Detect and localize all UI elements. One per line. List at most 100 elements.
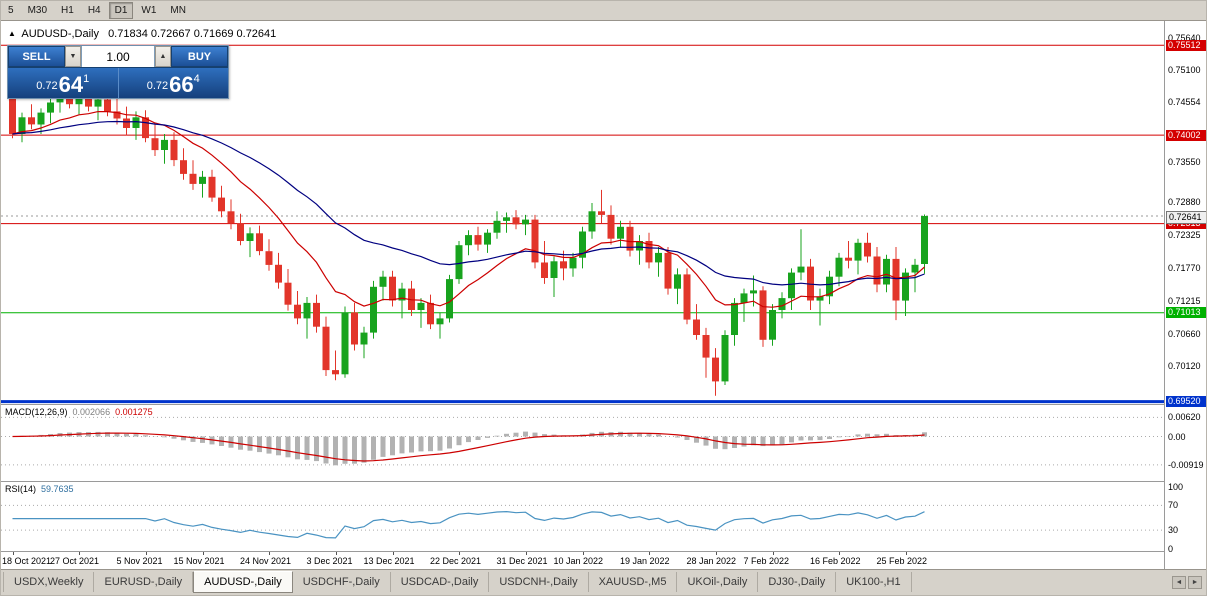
panel-separator[interactable]: [1, 404, 1206, 405]
timeframe-button-h1[interactable]: H1: [55, 2, 80, 19]
rsi-indicator-label: RSI(14) 59.7635: [5, 484, 74, 494]
date-tick-mark: [79, 552, 80, 555]
date-label: 25 Feb 2022: [876, 556, 928, 566]
rsi-name: RSI(14): [5, 484, 37, 494]
chart-tab-audusd-daily[interactable]: AUDUSD-,Daily: [193, 571, 293, 593]
chart-tab-eurusd-daily[interactable]: EURUSD-,Daily: [94, 572, 194, 592]
price-tick: 0.71215: [1168, 295, 1201, 306]
lot-size-input[interactable]: [81, 46, 155, 67]
rsi-indicator-plot[interactable]: [1, 482, 1164, 551]
hline-price-badge: 0.71013: [1166, 307, 1206, 319]
date-label: 31 Dec 2021: [496, 556, 548, 566]
lot-increase-button[interactable]: ▲: [155, 46, 171, 67]
date-label: 18 Oct 2021: [2, 556, 52, 566]
rsi-scale-tick: 100: [1168, 481, 1184, 492]
date-label: 19 Jan 2022: [620, 556, 670, 566]
buy-button[interactable]: BUY: [171, 46, 228, 67]
main-chart-plot[interactable]: [1, 21, 1164, 404]
rsi-scale-tick: 70: [1168, 500, 1179, 511]
lot-decrease-button[interactable]: ▼: [65, 46, 81, 67]
tab-scroll-right-button[interactable]: ►: [1188, 576, 1202, 589]
chart-tab-usdcad-daily[interactable]: USDCAD-,Daily: [391, 572, 490, 592]
price-tick: 0.73550: [1168, 156, 1201, 167]
hline-price-badge: 0.74002: [1166, 129, 1206, 141]
date-axis[interactable]: 18 Oct 2021 27 Oct 2021 5 Nov 2021 15 Nov 2…: [1, 552, 1164, 569]
macd-name: MACD(12,26,9): [5, 407, 68, 417]
price-tick: 0.75640: [1168, 32, 1201, 43]
chart-tab-bar: USDX,Weekly EURUSD-,Daily AUDUSD-,Daily USD…: [1, 569, 1206, 595]
macd-indicator-plot[interactable]: [1, 405, 1164, 481]
date-label: 24 Nov 2021: [240, 556, 292, 566]
date-label: 27 Oct 2021: [50, 556, 100, 566]
chart-ohlc-values: 0.71834 0.72667 0.71669 0.72641: [108, 28, 277, 40]
date-tick-mark: [146, 552, 147, 555]
date-label: 5 Nov 2021: [116, 556, 163, 566]
bid-pipette: 1: [83, 73, 90, 85]
date-tick-mark: [203, 552, 204, 555]
price-divider: [117, 68, 119, 98]
macd-main-value: 0.002066: [72, 407, 111, 417]
macd-scale-tick: 0.00: [1168, 431, 1186, 442]
date-label: 7 Feb 2022: [743, 556, 790, 566]
chart-tab-dj30-daily[interactable]: DJ30-,Daily: [758, 572, 837, 592]
date-tick-mark: [13, 552, 14, 555]
price-tick: 0.75100: [1168, 64, 1201, 75]
bid-prefix: 0.72: [36, 80, 58, 92]
collapse-one-click-icon[interactable]: ▲: [8, 29, 16, 38]
price-tick: 0.74554: [1168, 97, 1201, 108]
sell-button[interactable]: SELL: [8, 46, 65, 67]
price-tick: 0.71770: [1168, 262, 1201, 273]
panel-separator[interactable]: [1, 481, 1206, 482]
rsi-scale-tick: 0: [1168, 543, 1174, 554]
macd-indicator-label: MACD(12,26,9) 0.002066 0.001275: [5, 407, 153, 417]
bid-big-digits: 64: [58, 72, 84, 97]
tab-scroll-left-button[interactable]: ◄: [1172, 576, 1186, 589]
ask-big-digits: 66: [169, 72, 194, 97]
date-tick-mark: [269, 552, 270, 555]
timeframe-button-w1[interactable]: W1: [135, 2, 162, 19]
date-label: 16 Feb 2022: [810, 556, 861, 566]
ask-price-display[interactable]: 0.72 66 4: [119, 68, 229, 98]
price-axis[interactable]: 0.75640 0.75100 0.74554 0.73550 0.72880 0.723…: [1164, 21, 1206, 569]
date-tick-mark: [773, 552, 774, 555]
chart-symbol-label: AUDUSD-,Daily: [21, 28, 99, 40]
date-label: 28 Jan 2022: [686, 556, 737, 566]
rsi-value: 59.7635: [41, 484, 74, 494]
chart-tab-usdx-weekly[interactable]: USDX,Weekly: [3, 572, 95, 592]
ask-prefix: 0.72: [146, 80, 169, 92]
chart-tab-strip: USDX,Weekly EURUSD-,Daily AUDUSD-,Daily USD…: [1, 570, 1168, 593]
date-label: 10 Jan 2022: [553, 556, 604, 566]
chart-tab-xauusd-m5[interactable]: XAUUSD-,M5: [589, 572, 678, 592]
chart-tab-usdcnh-daily[interactable]: USDCNH-,Daily: [489, 572, 589, 592]
ask-pipette: 4: [193, 73, 200, 85]
date-tick-mark: [583, 552, 584, 555]
chart-window: 0.75640 0.75100 0.74554 0.73550 0.72880 0.723…: [1, 21, 1206, 569]
date-tick-mark: [839, 552, 840, 555]
rsi-scale-tick: 30: [1168, 525, 1179, 536]
current-price-badge: 0.72641: [1166, 210, 1206, 224]
timeframe-button-h4[interactable]: H4: [82, 2, 107, 19]
chart-title: ▲ AUDUSD-,Daily 0.71834 0.72667 0.71669 …: [8, 28, 276, 40]
timeframe-button-5[interactable]: 5: [2, 2, 20, 19]
date-tick-mark: [336, 552, 337, 555]
date-tick-mark: [526, 552, 527, 555]
bid-price-display[interactable]: 0.72 64 1: [8, 68, 118, 98]
chart-tab-ukoil-daily[interactable]: UKOil-,Daily: [677, 572, 759, 592]
timeframe-button-mn[interactable]: MN: [164, 2, 192, 19]
date-tick-mark: [649, 552, 650, 555]
chart-tab-uk100-h1[interactable]: UK100-,H1: [836, 572, 912, 592]
macd-signal-value: 0.001275: [115, 407, 153, 417]
timeframe-button-d1[interactable]: D1: [108, 2, 134, 19]
chart-tab-usdchf-daily[interactable]: USDCHF-,Daily: [293, 572, 391, 592]
timeframe-button-m30[interactable]: M30: [22, 2, 53, 19]
date-label: 15 Nov 2021: [173, 556, 225, 566]
tab-scroll-controls: ◄ ►: [1168, 570, 1206, 589]
date-tick-mark: [906, 552, 907, 555]
date-tick-mark: [459, 552, 460, 555]
date-label: 3 Dec 2021: [306, 556, 353, 566]
hline-price-badge: 0.69520: [1166, 396, 1206, 408]
price-tick: 0.70120: [1168, 360, 1201, 371]
price-tick: 0.72325: [1168, 229, 1201, 240]
chevron-down-icon: ▼: [69, 53, 77, 60]
